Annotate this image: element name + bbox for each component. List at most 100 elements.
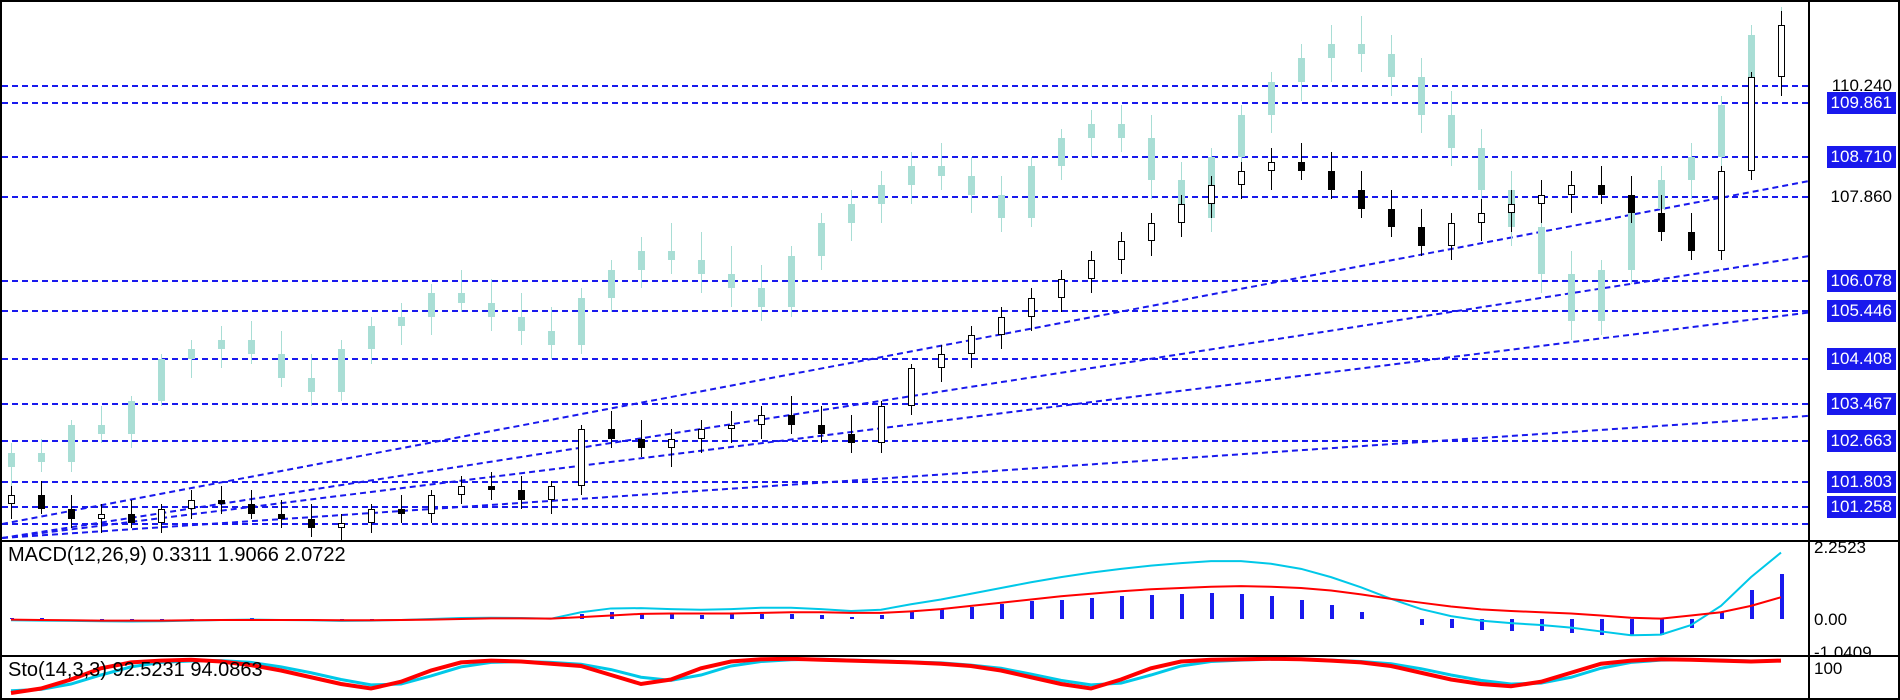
candle-body <box>938 354 945 368</box>
candle-body <box>368 326 375 349</box>
macd-histogram-bar <box>1300 600 1304 619</box>
candle-body <box>1118 241 1125 260</box>
price-axis-label: 106.078 <box>1827 270 1896 292</box>
macd-histogram-bar <box>970 607 974 619</box>
macd-histogram-bar <box>130 619 134 620</box>
candle-body <box>1598 270 1605 322</box>
macd-histogram-bar <box>610 612 614 619</box>
candle-body <box>578 298 585 345</box>
candle-body <box>128 401 135 434</box>
macd-histogram-bar <box>1450 619 1454 629</box>
price-chart-panel[interactable]: 110.240109.861108.710107.860106.078105.4… <box>0 0 1900 540</box>
candle-body <box>908 368 915 406</box>
price-axis-label: 103.467 <box>1827 393 1896 415</box>
macd-histogram-bar <box>1240 594 1244 619</box>
indicator-legend: MACD(12,26,9) 0.3311 1.9066 2.0722 <box>8 544 346 567</box>
candle-body <box>848 204 855 223</box>
macd-histogram-bar <box>1210 593 1214 619</box>
candle-body <box>1508 204 1515 213</box>
candle-body <box>218 340 225 349</box>
macd-histogram-bar <box>10 618 14 619</box>
macd-histogram-bar <box>580 614 584 619</box>
candle-body <box>1268 162 1275 171</box>
candle-body <box>278 354 285 377</box>
candle-body <box>1478 213 1485 222</box>
candle-body <box>1358 190 1365 209</box>
macd-histogram-bar <box>640 613 644 619</box>
stoch-axis-label: 100 <box>1814 659 1842 679</box>
macd-histogram-bar <box>760 614 764 619</box>
macd-histogram-bar <box>1510 619 1514 631</box>
price-axis-label: 107.860 <box>1827 186 1896 208</box>
macd-histogram-bar <box>100 619 104 620</box>
candle-body <box>1628 195 1635 214</box>
macd-histogram-bar <box>1660 619 1664 635</box>
macd-histogram-bar <box>1600 619 1604 635</box>
macd-histogram-bar <box>1060 600 1064 619</box>
candle-body <box>428 293 435 316</box>
candle-body <box>8 495 15 504</box>
candle-body <box>548 331 555 345</box>
candle-body <box>68 425 75 463</box>
macd-histogram-bar <box>1330 605 1334 618</box>
macd-axis-label: 2.2523 <box>1814 538 1866 558</box>
candle-body <box>1208 185 1215 204</box>
candle-body <box>1028 166 1035 218</box>
macd-histogram-bar <box>1480 619 1484 630</box>
candle-body <box>458 293 465 302</box>
candle-wick <box>461 270 462 312</box>
candle-body <box>698 429 705 438</box>
macd-histogram-bar <box>1120 596 1124 618</box>
stochastic-panel[interactable]: Sto(14,3,3) 92.5231 94.0863100 <box>0 655 1900 700</box>
candle-body <box>818 425 825 434</box>
price-axis-label: 105.446 <box>1827 300 1896 322</box>
candle-body <box>1328 44 1335 58</box>
macd-histogram-bar <box>1540 619 1544 632</box>
candle-body <box>1148 138 1155 180</box>
candle-body <box>878 185 885 204</box>
candle-body <box>818 223 825 256</box>
candle-body <box>728 425 735 430</box>
macd-histogram-bar <box>1030 601 1034 618</box>
candle-body <box>398 317 405 326</box>
candle-body <box>1358 44 1365 53</box>
candle-body <box>188 349 195 358</box>
candle-body <box>1328 171 1335 190</box>
candle-body <box>188 500 195 509</box>
candle-body <box>1568 274 1575 321</box>
price-level-line <box>2 85 1808 87</box>
candle-body <box>428 495 435 514</box>
price-axis-label: 108.710 <box>1827 146 1896 168</box>
candle-body <box>968 335 975 354</box>
macd-histogram-bar <box>1690 619 1694 629</box>
macd-panel[interactable]: MACD(12,26,9) 0.3311 1.9066 2.0722 2.2523… <box>0 540 1900 655</box>
macd-histogram-bar <box>730 614 734 618</box>
candle-body <box>638 439 645 448</box>
candle-body <box>1088 124 1095 138</box>
candle-body <box>158 509 165 523</box>
candle-body <box>338 523 345 528</box>
price-level-line <box>2 102 1808 104</box>
candle-body <box>608 429 615 438</box>
candle-body <box>788 415 795 424</box>
candle-body <box>338 349 345 391</box>
candle-body <box>608 270 615 298</box>
candle-body <box>1268 82 1275 115</box>
macd-histogram-bar <box>340 619 344 620</box>
candle-body <box>1058 138 1065 166</box>
candle-body <box>278 514 285 519</box>
price-axis-label: 109.861 <box>1827 92 1896 114</box>
candle-body <box>1718 105 1725 157</box>
candle-body <box>98 425 105 434</box>
candle-body <box>758 288 765 307</box>
price-level-line <box>2 506 1808 508</box>
candle-body <box>998 195 1005 218</box>
candle-body <box>68 509 75 518</box>
trend-line <box>2 256 1808 540</box>
price-level-line <box>2 310 1808 312</box>
candle-body <box>758 415 765 424</box>
candle-wick <box>101 504 102 532</box>
macd-histogram-bar <box>430 618 434 619</box>
price-axis-label: 101.258 <box>1827 496 1896 518</box>
macd-histogram-bar <box>1570 619 1574 633</box>
